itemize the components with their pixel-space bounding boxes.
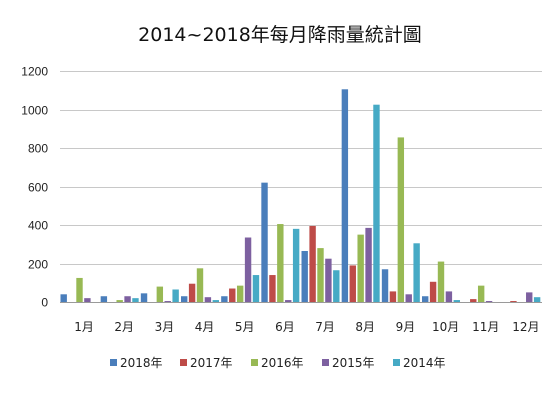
- legend: 2018年 2017年 2016年 2015年 2014年: [110, 356, 446, 370]
- legend-label: 2018年: [120, 356, 163, 370]
- gridlines: [60, 71, 542, 303]
- y-tick-label: 1200: [21, 65, 48, 79]
- bar: [413, 243, 420, 302]
- chart-title: 2014~2018年每月降雨量統計圖: [138, 24, 422, 46]
- bar: [285, 300, 292, 302]
- bars: [60, 89, 541, 303]
- bar: [373, 104, 380, 302]
- bar: [196, 268, 204, 302]
- bar: [140, 293, 148, 302]
- bar: [526, 292, 533, 303]
- bar: [349, 265, 356, 302]
- legend-item: 2014年: [393, 356, 446, 370]
- x-category-label: 2月: [114, 320, 134, 334]
- x-axis-categories: 1月 2月 3月 4月 5月 6月 7月 8月 9月 10月 11月 12月: [74, 320, 539, 334]
- bar: [397, 137, 405, 302]
- y-tick-label: 1000: [21, 104, 48, 118]
- bar: [309, 225, 316, 302]
- bar: [445, 291, 453, 302]
- bar: [470, 299, 477, 302]
- x-category-label: 10月: [432, 320, 459, 334]
- y-axis-ticks: 0 200 400 600 800 1000 1200: [21, 65, 48, 310]
- bar: [477, 285, 485, 302]
- bar: [84, 298, 91, 302]
- series-5: [132, 104, 541, 302]
- bar: [181, 296, 188, 302]
- bar: [229, 288, 236, 302]
- bar: [389, 291, 397, 302]
- bar: [317, 248, 324, 302]
- bar: [100, 296, 108, 302]
- bar: [164, 301, 171, 302]
- bar: [221, 296, 228, 302]
- bar: [261, 182, 268, 302]
- y-tick-label: 600: [28, 181, 48, 195]
- legend-label: 2016年: [261, 356, 304, 370]
- bar: [292, 228, 300, 302]
- bar: [212, 300, 219, 302]
- bar: [341, 89, 349, 302]
- series-3: [76, 137, 485, 303]
- bar: [381, 269, 389, 302]
- bar: [422, 296, 429, 302]
- bar: [236, 285, 244, 302]
- legend-label: 2017年: [190, 356, 233, 370]
- bar: [277, 224, 284, 302]
- x-category-label: 7月: [315, 320, 335, 334]
- series-1: [60, 89, 429, 302]
- legend-label: 2015年: [332, 356, 375, 370]
- x-category-label: 6月: [275, 320, 295, 334]
- x-category-label: 5月: [235, 320, 255, 334]
- x-category-label: 1月: [74, 320, 94, 334]
- bar: [437, 261, 445, 302]
- series-2: [188, 225, 517, 302]
- bar: [188, 283, 196, 302]
- series-4: [84, 227, 533, 303]
- bar: [405, 294, 412, 302]
- x-category-label: 11月: [472, 320, 499, 334]
- bar: [204, 297, 212, 302]
- x-category-label: 4月: [195, 320, 215, 334]
- x-category-label: 9月: [396, 320, 416, 334]
- bar: [124, 296, 131, 302]
- x-category-label: 3月: [155, 320, 175, 334]
- legend-swatch: [393, 359, 400, 366]
- bar: [365, 227, 372, 302]
- bar: [485, 301, 493, 302]
- bar: [244, 237, 252, 302]
- legend-item: 2017年: [180, 356, 233, 370]
- bar: [325, 258, 332, 302]
- legend-swatch: [110, 359, 117, 366]
- legend-swatch: [251, 359, 258, 366]
- bar: [269, 275, 276, 302]
- legend-item: 2016年: [251, 356, 304, 370]
- x-category-label: 8月: [355, 320, 375, 334]
- bar: [76, 277, 83, 302]
- bar: [429, 281, 437, 302]
- bar: [357, 234, 364, 303]
- y-tick-label: 400: [28, 219, 48, 233]
- bar: [252, 275, 260, 302]
- bar: [156, 286, 164, 302]
- legend-label: 2014年: [403, 356, 446, 370]
- legend-swatch: [180, 359, 187, 366]
- bar: [116, 300, 123, 302]
- bar: [60, 294, 67, 302]
- x-category-label: 12月: [512, 320, 539, 334]
- bar: [510, 301, 517, 302]
- bar: [132, 298, 139, 302]
- bar: [301, 250, 308, 302]
- y-tick-label: 200: [28, 258, 48, 272]
- bar: [172, 289, 179, 302]
- y-tick-label: 800: [28, 142, 48, 156]
- legend-item: 2015年: [322, 356, 375, 370]
- legend-swatch: [322, 359, 329, 366]
- bar: [333, 270, 340, 302]
- bar: [533, 297, 541, 302]
- legend-item: 2018年: [110, 356, 163, 370]
- y-tick-label: 0: [41, 296, 48, 310]
- bar: [453, 300, 460, 302]
